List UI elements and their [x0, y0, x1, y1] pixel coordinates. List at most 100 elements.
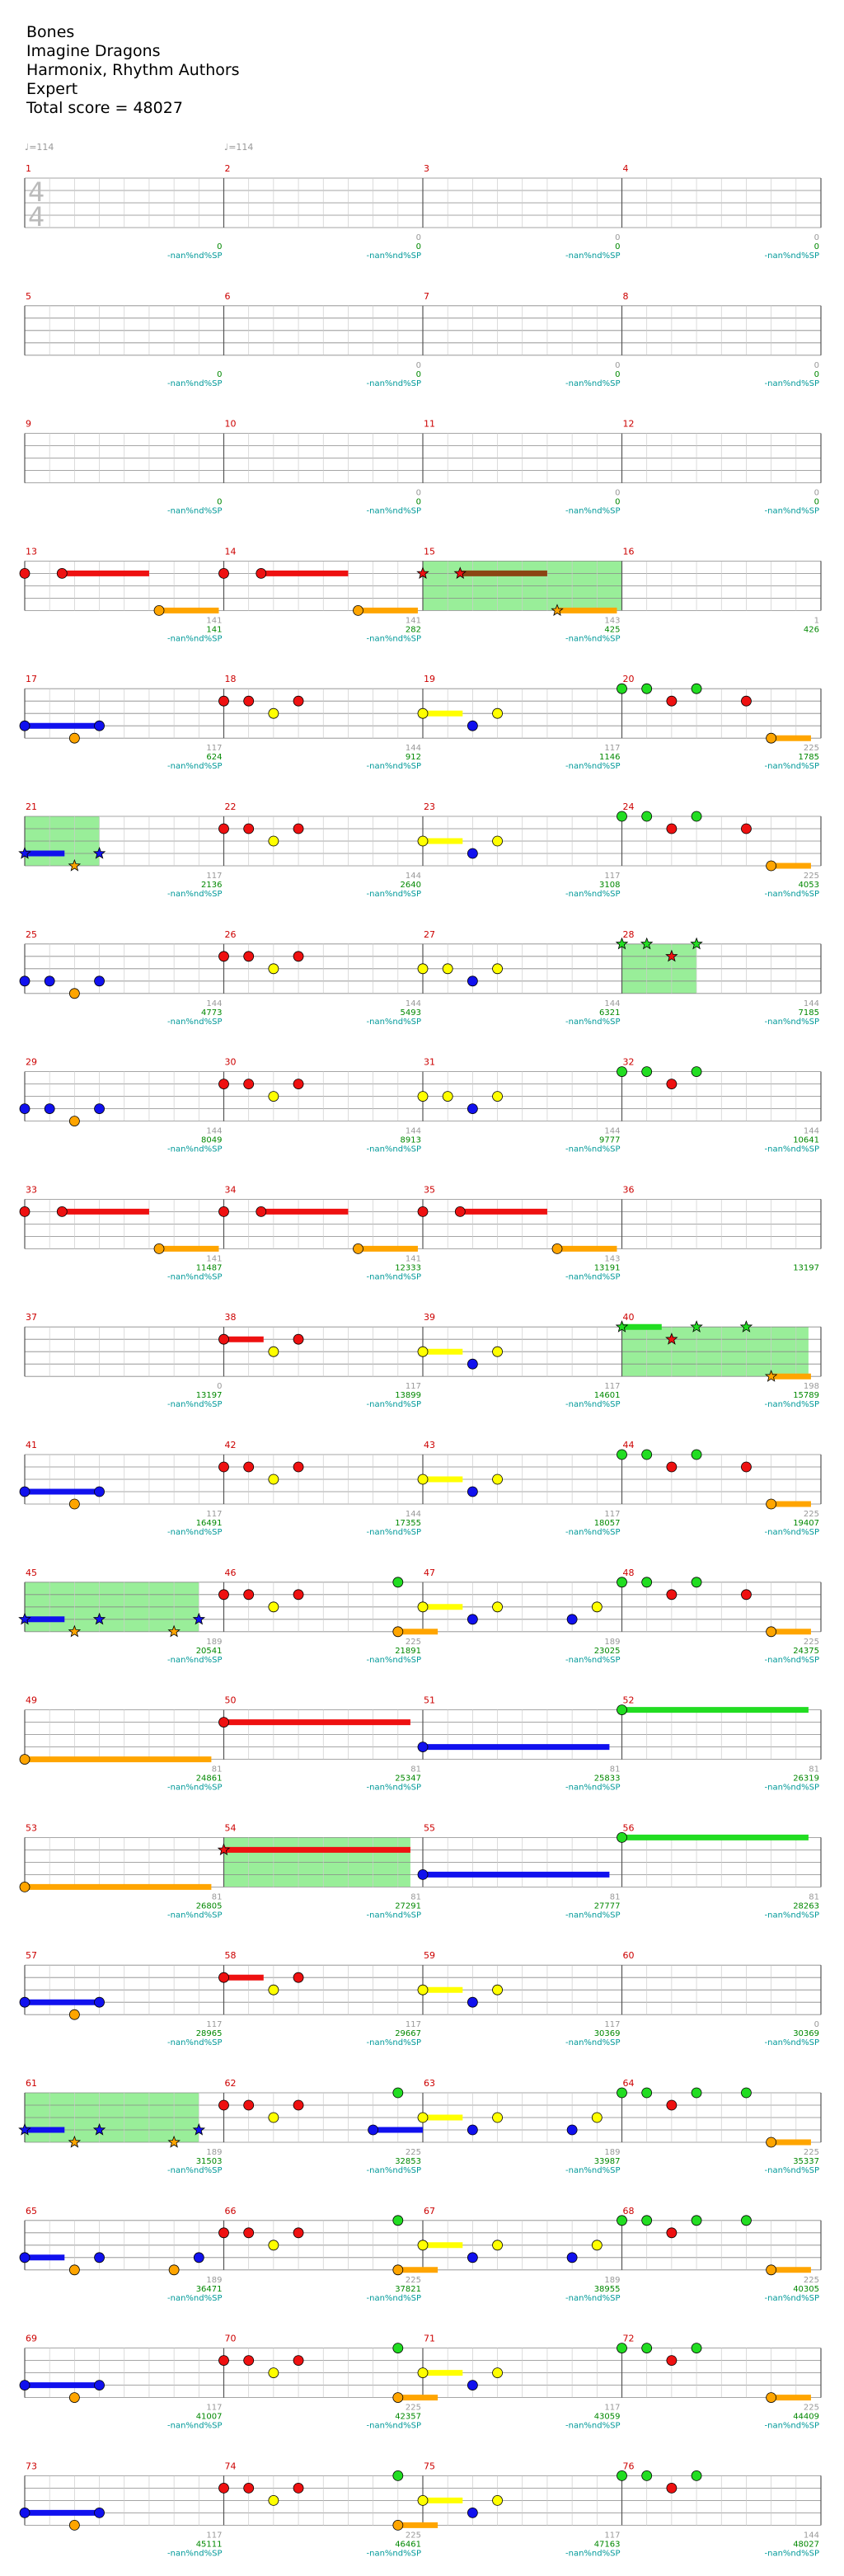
sp-info-label: -nan%nd%SP — [765, 1528, 819, 1537]
note-yellow — [492, 2112, 503, 2123]
sp-info-label: -nan%nd%SP — [565, 379, 620, 388]
sp-info-label: -nan%nd%SP — [167, 2166, 222, 2175]
measure-number: 40 — [623, 1312, 635, 1323]
running-score: 7185 — [799, 1008, 819, 1018]
star-note — [739, 1320, 753, 1333]
running-score: 43059 — [594, 2413, 621, 2422]
measure-number: 32 — [623, 1057, 635, 1068]
measure-number: 25 — [26, 929, 37, 940]
running-score: 0 — [814, 242, 819, 251]
sp-info-label: -nan%nd%SP — [167, 1528, 222, 1537]
chart-row — [19, 943, 822, 999]
star-note — [18, 1612, 31, 1625]
note-yellow — [268, 1984, 279, 1995]
running-score: 282 — [406, 625, 421, 634]
measure-number: 48 — [623, 1568, 635, 1578]
note-orange — [353, 605, 363, 616]
sp-info-label: -nan%nd%SP — [367, 2038, 421, 2047]
running-score: 31503 — [196, 2157, 223, 2166]
note-red — [19, 1206, 30, 1217]
sp-info-label: -nan%nd%SP — [765, 379, 819, 388]
note-yellow — [417, 2494, 429, 2506]
running-score: 5493 — [401, 1008, 421, 1018]
note-red — [243, 823, 255, 834]
note-red — [741, 823, 752, 834]
measure-base-score: 144 — [604, 999, 620, 1008]
note-yellow — [268, 2240, 279, 2251]
note-blue — [19, 2252, 30, 2263]
measure-number: 27 — [424, 929, 435, 940]
measure-number: 30 — [225, 1057, 237, 1068]
running-score: 4053 — [799, 881, 819, 890]
note-red — [293, 695, 304, 707]
note-green — [641, 2087, 653, 2099]
sp-info-label: -nan%nd%SP — [367, 1400, 421, 1409]
sp-info-label: -nan%nd%SP — [565, 1145, 620, 1154]
note-orange — [353, 1243, 363, 1254]
running-score: 28965 — [196, 2029, 223, 2038]
measure-base-score: 198 — [804, 1382, 819, 1391]
note-orange — [551, 1243, 563, 1254]
measure-base-score: 0 — [814, 361, 819, 370]
measure-number: 58 — [225, 1950, 237, 1961]
note-green — [691, 683, 702, 694]
note-yellow — [492, 835, 503, 847]
measure-number: 34 — [225, 1184, 237, 1195]
measure-base-score: 225 — [406, 1638, 421, 1647]
note-green — [691, 2343, 702, 2354]
note-green — [741, 2215, 752, 2226]
note-yellow — [492, 707, 503, 719]
note-yellow — [417, 2112, 429, 2123]
measure-number: 16 — [623, 546, 635, 557]
note-blue — [19, 720, 30, 731]
note-yellow — [417, 1091, 429, 1102]
chart-row — [19, 1831, 822, 1892]
sp-info-label: -nan%nd%SP — [565, 890, 620, 899]
star-note — [68, 858, 82, 872]
note-red — [218, 951, 229, 962]
measure-base-score: 0 — [814, 2020, 819, 2029]
measure-base-score: 144 — [406, 744, 421, 753]
note-blue — [19, 1103, 30, 1114]
time-signature-bottom: 4 — [28, 201, 45, 233]
star-note — [690, 1320, 703, 1333]
measure-base-score: 117 — [206, 1510, 222, 1519]
note-blue — [566, 2124, 578, 2136]
note-blue — [44, 1103, 55, 1114]
running-score: 36471 — [196, 2285, 223, 2294]
measure-base-score: 143 — [604, 1254, 620, 1263]
note-green — [392, 2215, 404, 2226]
measure-number: 6 — [225, 291, 231, 302]
measure-number: 7 — [424, 291, 429, 302]
note-green — [641, 2215, 653, 2226]
sp-info-label: -nan%nd%SP — [565, 1656, 620, 1665]
star-note — [217, 1843, 231, 1855]
sp-info-label: -nan%nd%SP — [765, 1145, 819, 1154]
sp-info-label: -nan%nd%SP — [565, 507, 620, 516]
measure-number: 63 — [424, 2078, 435, 2089]
sp-info-label: -nan%nd%SP — [367, 507, 421, 516]
measure-base-score: 117 — [206, 744, 222, 753]
measure-base-score: 0 — [217, 1382, 222, 1391]
note-red — [293, 1589, 304, 1601]
chart-row — [19, 1964, 822, 2020]
measure-number: 11 — [424, 419, 435, 430]
measure-number: 62 — [225, 2078, 237, 2089]
note-red — [243, 1461, 255, 1473]
sp-info-label: -nan%nd%SP — [565, 1911, 620, 1920]
note-blue — [467, 1996, 478, 2008]
measure-number: 67 — [424, 2206, 435, 2216]
measure-base-score: 81 — [809, 1765, 819, 1775]
running-score: 8049 — [201, 1136, 222, 1145]
running-score: 1146 — [599, 753, 620, 762]
note-red — [56, 1206, 68, 1217]
measure-base-score: 1 — [814, 616, 819, 625]
note-green — [617, 1066, 627, 1077]
star-note — [18, 2122, 31, 2136]
measure-base-score: 225 — [406, 2531, 421, 2540]
measure-number: 28 — [623, 929, 635, 940]
running-score: 6321 — [599, 1008, 620, 1018]
note-blue — [566, 2252, 578, 2263]
tempo-marking: ♩=114 — [224, 142, 254, 153]
sp-info-label: -nan%nd%SP — [367, 251, 421, 261]
